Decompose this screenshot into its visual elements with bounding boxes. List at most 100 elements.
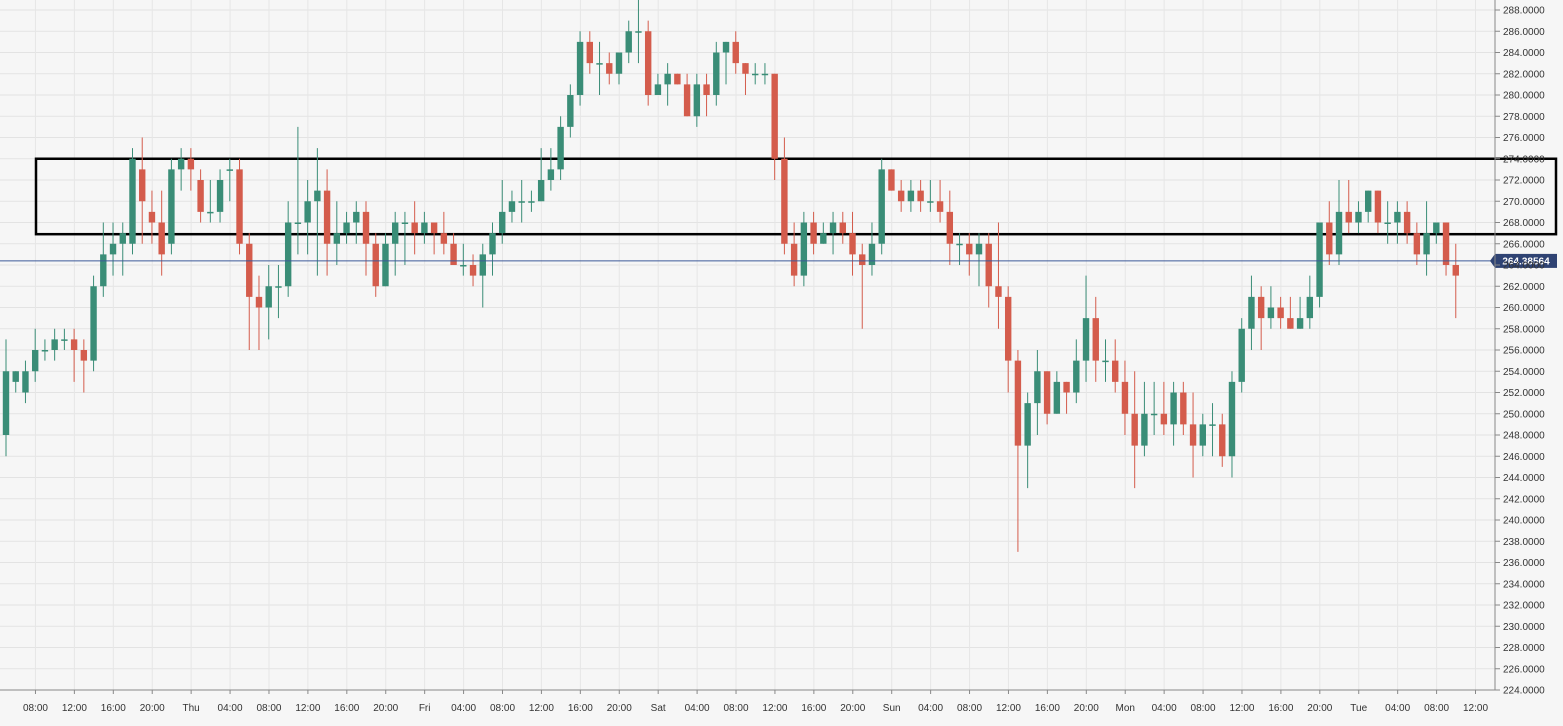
candle-body <box>430 222 438 234</box>
candle-body <box>255 296 263 308</box>
x-tick-label: 08:00 <box>724 703 749 714</box>
candle-body <box>547 169 555 180</box>
x-tick-label: 20:00 <box>840 703 865 714</box>
candle-body <box>226 169 233 171</box>
candle-body <box>119 233 126 244</box>
candle-body <box>1004 296 1012 361</box>
candle <box>518 180 525 223</box>
candle-body <box>742 63 749 74</box>
x-tick-label: 16:00 <box>568 703 593 714</box>
x-tick-label: 12:00 <box>529 703 554 714</box>
candle <box>1121 360 1129 435</box>
candle <box>22 360 29 404</box>
candle-body <box>985 243 992 287</box>
candle-body <box>236 169 243 244</box>
y-tick-label: 248.0000 <box>1503 431 1545 442</box>
candle-body <box>168 169 175 244</box>
y-tick-label: 234.0000 <box>1503 579 1545 590</box>
x-tick-label: 16:00 <box>801 703 826 714</box>
candle-body <box>975 243 983 255</box>
candle-body <box>489 233 496 255</box>
candle <box>557 116 564 180</box>
candle <box>12 371 19 393</box>
candle-body <box>693 84 701 117</box>
candle <box>41 339 49 361</box>
x-tick-label: 12:00 <box>295 703 320 714</box>
range-box-layer <box>34 157 1558 236</box>
x-tick-label: 20:00 <box>373 703 398 714</box>
candle <box>343 211 350 244</box>
candle-body <box>1442 222 1450 265</box>
candle-body <box>936 201 944 212</box>
candle-body <box>450 243 457 265</box>
candle <box>1355 201 1362 234</box>
x-tick-label: 20:00 <box>140 703 165 714</box>
y-axis: 224.0000 226.0000 228.0000 230.0000 232.0000… <box>1494 0 1545 697</box>
candle-body <box>1306 296 1314 319</box>
x-tick-label: 20:00 <box>607 703 632 714</box>
candle <box>148 190 156 244</box>
candle-body <box>1345 211 1352 223</box>
y-tick-label: 250.0000 <box>1503 409 1545 420</box>
candle-body <box>596 63 603 65</box>
x-tick-label: 12:00 <box>1463 703 1488 714</box>
grid <box>0 0 1495 691</box>
candle <box>781 137 788 255</box>
candle-body <box>1267 307 1275 319</box>
candle-body <box>333 233 341 244</box>
y-tick-label: 274.0000 <box>1503 154 1545 165</box>
x-tick-label: 08:00 <box>1424 703 1449 714</box>
x-tick-label: 04:00 <box>451 703 476 714</box>
candle-body <box>294 222 302 224</box>
candle-body <box>1374 190 1382 223</box>
candle-body <box>878 169 885 244</box>
candle-body <box>1287 318 1294 329</box>
candle-body <box>654 84 662 95</box>
candle-body <box>382 243 389 287</box>
candle-body <box>946 211 954 244</box>
candle-body <box>80 350 88 361</box>
candle <box>917 180 924 212</box>
y-tick-label: 232.0000 <box>1503 601 1545 612</box>
candle-body <box>1326 222 1333 255</box>
candle <box>294 126 302 255</box>
candle-body <box>518 201 525 203</box>
candle <box>586 31 593 74</box>
x-tick-label: 20:00 <box>1074 703 1099 714</box>
candle-body <box>1141 413 1148 446</box>
candle <box>596 41 603 95</box>
candle-body <box>207 211 214 214</box>
y-tick-label: 228.0000 <box>1503 643 1545 654</box>
x-tick-label: 08:00 <box>23 703 48 714</box>
x-tick-label: Tue <box>1350 703 1367 714</box>
candle <box>732 31 739 74</box>
candle-body <box>888 169 895 191</box>
candle-body <box>246 243 253 297</box>
candle-body <box>284 222 292 287</box>
candle-body <box>625 31 632 53</box>
candle <box>1452 243 1459 319</box>
range-box <box>34 157 1558 236</box>
x-tick-label: 04:00 <box>685 703 710 714</box>
y-tick-label: 282.0000 <box>1503 69 1545 80</box>
candle <box>1433 222 1440 244</box>
candle-body <box>1365 190 1372 212</box>
candle-body <box>392 222 399 244</box>
candle <box>713 41 720 106</box>
candle <box>1306 275 1314 329</box>
x-tick-label: 04:00 <box>218 703 243 714</box>
y-tick-label: 286.0000 <box>1503 27 1545 38</box>
candle <box>742 63 749 95</box>
candle <box>936 180 944 223</box>
candle <box>450 233 457 265</box>
candle-body <box>829 222 837 234</box>
candle-body <box>41 350 49 352</box>
candle-body <box>1384 222 1391 224</box>
candle <box>1365 190 1372 223</box>
candle-body <box>1228 381 1236 457</box>
x-tick-label: 04:00 <box>918 703 943 714</box>
candle <box>888 169 895 191</box>
candle <box>1082 275 1090 382</box>
